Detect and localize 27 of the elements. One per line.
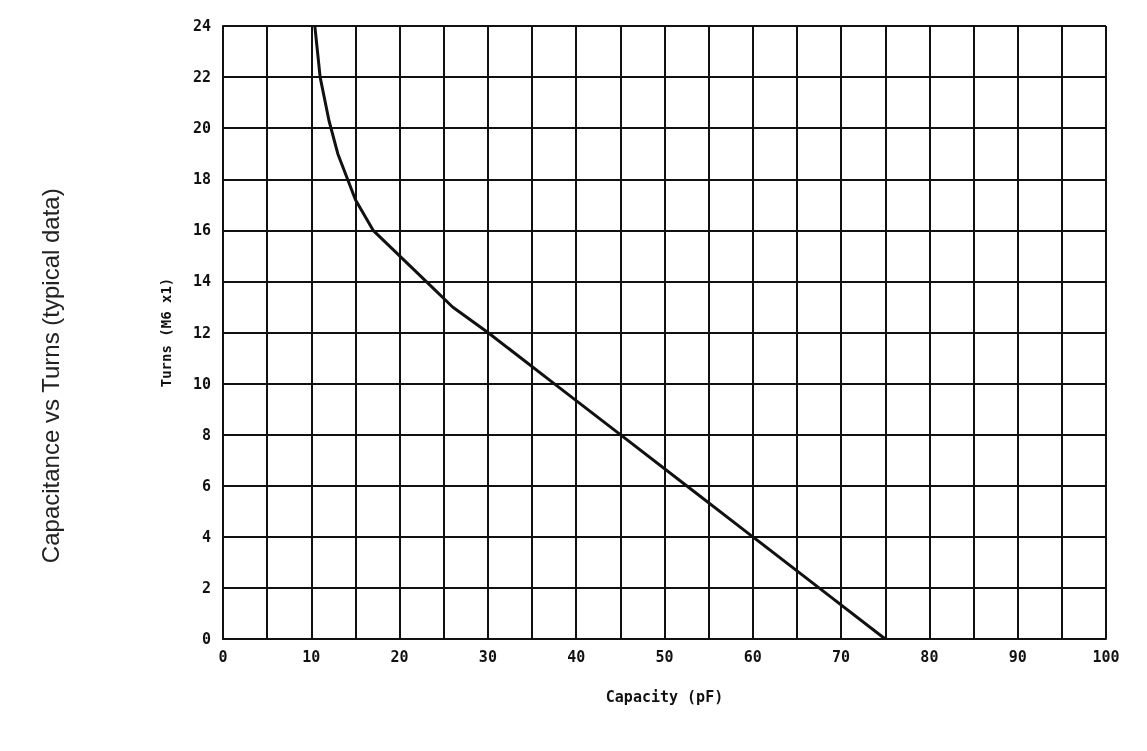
y-tick-label: 4 (201, 527, 211, 546)
x-tick-label: 40 (567, 647, 586, 666)
y-tick-label: 6 (201, 476, 211, 495)
x-tick-label: 70 (832, 647, 851, 666)
x-tick-label: 20 (390, 647, 409, 666)
x-tick-label: 50 (655, 647, 674, 666)
y-tick-label: 14 (192, 272, 211, 291)
x-tick-label: 60 (743, 647, 762, 666)
y-tick-label: 16 (192, 221, 211, 240)
y-tick-label: 20 (192, 119, 211, 138)
x-tick-label: 10 (302, 647, 321, 666)
y-tick-label: 10 (192, 374, 211, 393)
x-tick-label: 90 (1008, 647, 1027, 666)
y-tick-label: 12 (192, 323, 211, 342)
y-tick-label: 22 (192, 68, 211, 87)
y-tick-label: 18 (192, 170, 211, 189)
x-tick-label: 0 (218, 647, 228, 666)
x-tick-label: 30 (478, 647, 497, 666)
text: Capacitance vs Turns (typical data) (36, 188, 64, 564)
y-tick-label: 0 (201, 630, 211, 648)
x-tick-label: 80 (920, 647, 939, 666)
y-tick-label: 24 (192, 17, 211, 35)
y-tick-label: 2 (201, 578, 211, 597)
x-tick-label: 100 (1092, 647, 1120, 666)
y-tick-label: 8 (201, 425, 211, 444)
x-axis-title: Capacity (pF) (605, 687, 724, 706)
y-axis-title: Turns (M6 x1) (158, 277, 174, 388)
